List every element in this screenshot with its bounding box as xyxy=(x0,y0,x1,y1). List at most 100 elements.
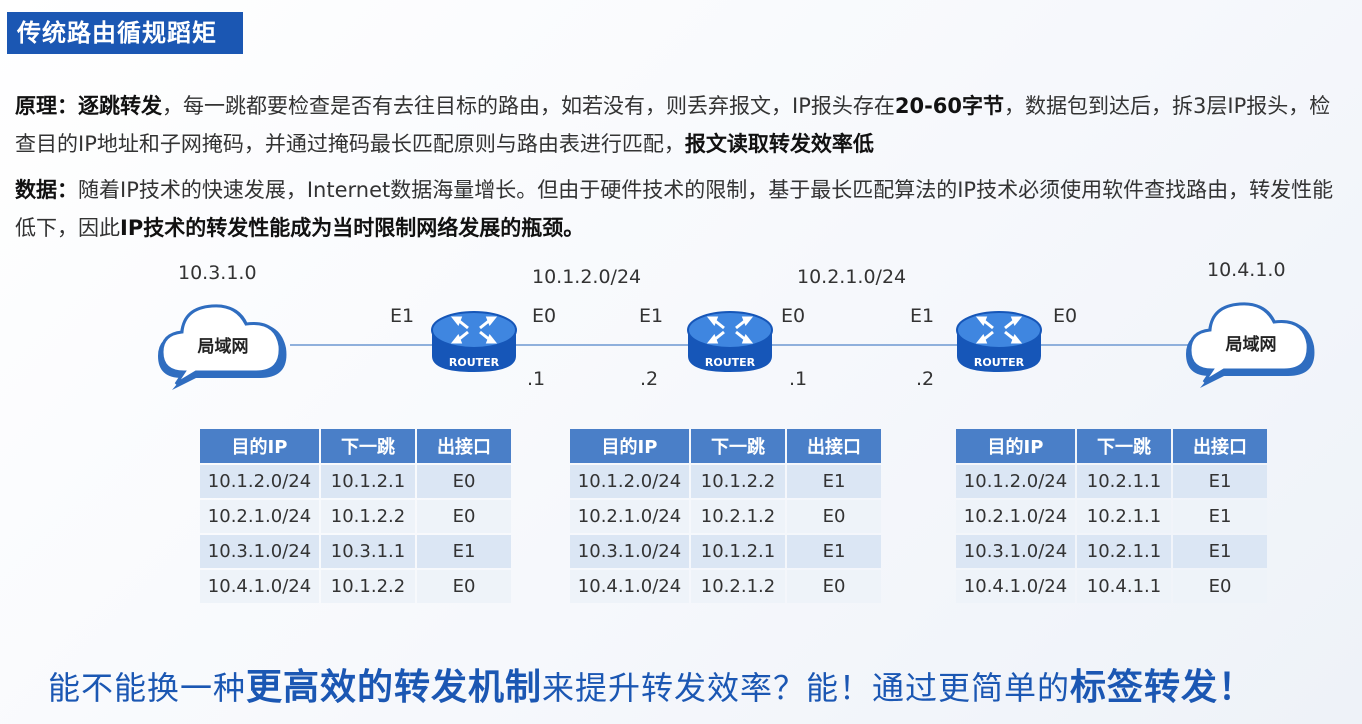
header-next-hop: 下一跳 xyxy=(321,429,415,463)
principle-lead: 原理： xyxy=(15,94,78,118)
principle-emph-hop: 逐跳转发 xyxy=(78,94,162,118)
table-row: 10.1.2.0/24 10.2.1.1 E1 xyxy=(956,465,1267,498)
cell-dest-ip: 10.1.2.0/24 xyxy=(200,465,319,498)
table-header-row: 目的IP 下一跳 出接口 xyxy=(956,429,1267,463)
principle-text-2: ，数据包到达后，拆3层IP报头，检查目的IP地址和子网掩码，并通过掩码最长匹配原… xyxy=(15,94,1331,156)
principle-emph-efficiency: 报文读取转发效率低 xyxy=(684,132,874,156)
cell-dest-ip: 10.3.1.0/24 xyxy=(956,535,1075,568)
routing-table-router-2: 目的IP 下一跳 出接口 10.1.2.0/24 10.1.2.2 E1 10.… xyxy=(568,427,883,605)
cell-next-hop: 10.2.1.2 xyxy=(691,570,785,603)
cell-next-hop: 10.2.1.1 xyxy=(1077,535,1171,568)
cell-out-interface: E0 xyxy=(787,570,881,603)
table-row: 10.3.1.0/24 10.3.1.1 E1 xyxy=(200,535,511,568)
cell-dest-ip: 10.4.1.0/24 xyxy=(956,570,1075,603)
cell-dest-ip: 10.2.1.0/24 xyxy=(570,500,689,533)
cell-next-hop: 10.4.1.1 xyxy=(1077,570,1171,603)
cell-dest-ip: 10.1.2.0/24 xyxy=(956,465,1075,498)
left-lan-label: 局域网 xyxy=(197,337,249,357)
bottom-question: 能不能换一种更高效的转发机制来提升转发效率？能！通过更简单的标签转发！ xyxy=(48,658,1255,710)
router3-e1-label: E1 xyxy=(910,305,935,327)
bottom-emph-1: 更高效的转发机制 xyxy=(246,667,543,708)
cell-dest-ip: 10.3.1.0/24 xyxy=(200,535,319,568)
header-dest-ip: 目的IP xyxy=(956,429,1075,463)
router2-e0-label: E0 xyxy=(781,305,806,327)
principle-paragraph: 原理：逐跳转发，每一跳都要检查是否有去往目标的路由，如若没有，则丢弃报文，IP报… xyxy=(15,87,1350,163)
table-row: 10.1.2.0/24 10.1.2.2 E1 xyxy=(570,465,881,498)
right-lan-cloud: 局域网 xyxy=(1180,292,1322,390)
table-header-row: 目的IP 下一跳 出接口 xyxy=(200,429,511,463)
header-out-interface: 出接口 xyxy=(1173,429,1267,463)
cell-out-interface: E0 xyxy=(417,570,511,603)
cell-out-interface: E0 xyxy=(417,500,511,533)
data-emph-bottleneck: IP技术的转发性能成为当时限制网络发展的瓶颈。 xyxy=(120,216,585,240)
router-1: ROUTER xyxy=(428,306,520,376)
cell-out-interface: E1 xyxy=(787,465,881,498)
cell-out-interface: E1 xyxy=(1173,500,1267,533)
right-network-label: 10.4.1.0 xyxy=(1207,259,1286,281)
table-row: 10.2.1.0/24 10.2.1.1 E1 xyxy=(956,500,1267,533)
table-header-row: 目的IP 下一跳 出接口 xyxy=(570,429,881,463)
cell-out-interface: E0 xyxy=(417,465,511,498)
routing-table-router-1: 目的IP 下一跳 出接口 10.1.2.0/24 10.1.2.1 E0 10.… xyxy=(198,427,513,605)
header-out-interface: 出接口 xyxy=(787,429,881,463)
router2-right-ip-label: .1 xyxy=(789,368,808,390)
cell-next-hop: 10.2.1.2 xyxy=(691,500,785,533)
cell-dest-ip: 10.1.2.0/24 xyxy=(570,465,689,498)
network-link-line xyxy=(290,344,1290,346)
table-row: 10.4.1.0/24 10.1.2.2 E0 xyxy=(200,570,511,603)
router-2: ROUTER xyxy=(684,306,776,376)
principle-emph-bytes: 20-60字节 xyxy=(894,94,1005,118)
table-row: 10.3.1.0/24 10.1.2.1 E1 xyxy=(570,535,881,568)
router-icon xyxy=(687,311,773,372)
table-row: 10.1.2.0/24 10.1.2.1 E0 xyxy=(200,465,511,498)
mid-network-label-1: 10.1.2.0/24 xyxy=(532,266,642,288)
cell-out-interface: E1 xyxy=(787,535,881,568)
table-row: 10.4.1.0/24 10.4.1.1 E0 xyxy=(956,570,1267,603)
right-lan-label: 局域网 xyxy=(1225,335,1277,355)
router3-ip-label: .2 xyxy=(916,368,935,390)
cell-dest-ip: 10.4.1.0/24 xyxy=(570,570,689,603)
bottom-emph-2: 标签转发！ xyxy=(1070,667,1256,708)
cloud-icon xyxy=(158,304,287,390)
header-next-hop: 下一跳 xyxy=(691,429,785,463)
cell-out-interface: E1 xyxy=(1173,535,1267,568)
slide-title: 传统路由循规蹈矩 xyxy=(7,12,243,54)
table-row: 10.2.1.0/24 10.2.1.2 E0 xyxy=(570,500,881,533)
router-1-label: ROUTER xyxy=(448,356,500,369)
routing-table-router-3: 目的IP 下一跳 出接口 10.1.2.0/24 10.2.1.1 E1 10.… xyxy=(954,427,1269,605)
cell-out-interface: E0 xyxy=(787,500,881,533)
router2-left-ip-label: .2 xyxy=(640,368,659,390)
cloud-icon xyxy=(1186,302,1315,388)
left-lan-cloud: 局域网 xyxy=(152,294,294,392)
router1-e0-label: E0 xyxy=(532,305,557,327)
router1-ip-label: .1 xyxy=(527,368,546,390)
cell-out-interface: E1 xyxy=(417,535,511,568)
data-paragraph: 数据：随着IP技术的快速发展，Internet数据海量增长。但由于硬件技术的限制… xyxy=(15,171,1350,247)
cell-next-hop: 10.1.2.2 xyxy=(321,500,415,533)
cell-dest-ip: 10.2.1.0/24 xyxy=(200,500,319,533)
mid-network-label-2: 10.2.1.0/24 xyxy=(797,266,907,288)
cell-next-hop: 10.2.1.1 xyxy=(1077,465,1171,498)
data-text-1: 随着IP技术的快速发展，Internet数据海量增长。但由于硬件技术的限制，基于… xyxy=(15,178,1334,240)
cell-out-interface: E0 xyxy=(1173,570,1267,603)
data-lead: 数据： xyxy=(15,178,78,202)
left-network-label: 10.3.1.0 xyxy=(178,262,257,284)
header-dest-ip: 目的IP xyxy=(200,429,319,463)
header-next-hop: 下一跳 xyxy=(1077,429,1171,463)
router2-e1-label: E1 xyxy=(639,305,664,327)
bottom-text-1: 能不能换一种 xyxy=(48,669,247,707)
cell-dest-ip: 10.3.1.0/24 xyxy=(570,535,689,568)
cell-next-hop: 10.3.1.1 xyxy=(321,535,415,568)
router-2-label: ROUTER xyxy=(704,356,756,369)
router1-e1-label: E1 xyxy=(390,305,415,327)
table-row: 10.2.1.0/24 10.1.2.2 E0 xyxy=(200,500,511,533)
cell-out-interface: E1 xyxy=(1173,465,1267,498)
header-out-interface: 出接口 xyxy=(417,429,511,463)
cell-next-hop: 10.1.2.2 xyxy=(321,570,415,603)
cell-next-hop: 10.1.2.1 xyxy=(691,535,785,568)
cell-next-hop: 10.2.1.1 xyxy=(1077,500,1171,533)
router-3-label: ROUTER xyxy=(973,356,1025,369)
table-row: 10.3.1.0/24 10.2.1.1 E1 xyxy=(956,535,1267,568)
cell-next-hop: 10.1.2.1 xyxy=(321,465,415,498)
router-3: ROUTER xyxy=(953,306,1045,376)
